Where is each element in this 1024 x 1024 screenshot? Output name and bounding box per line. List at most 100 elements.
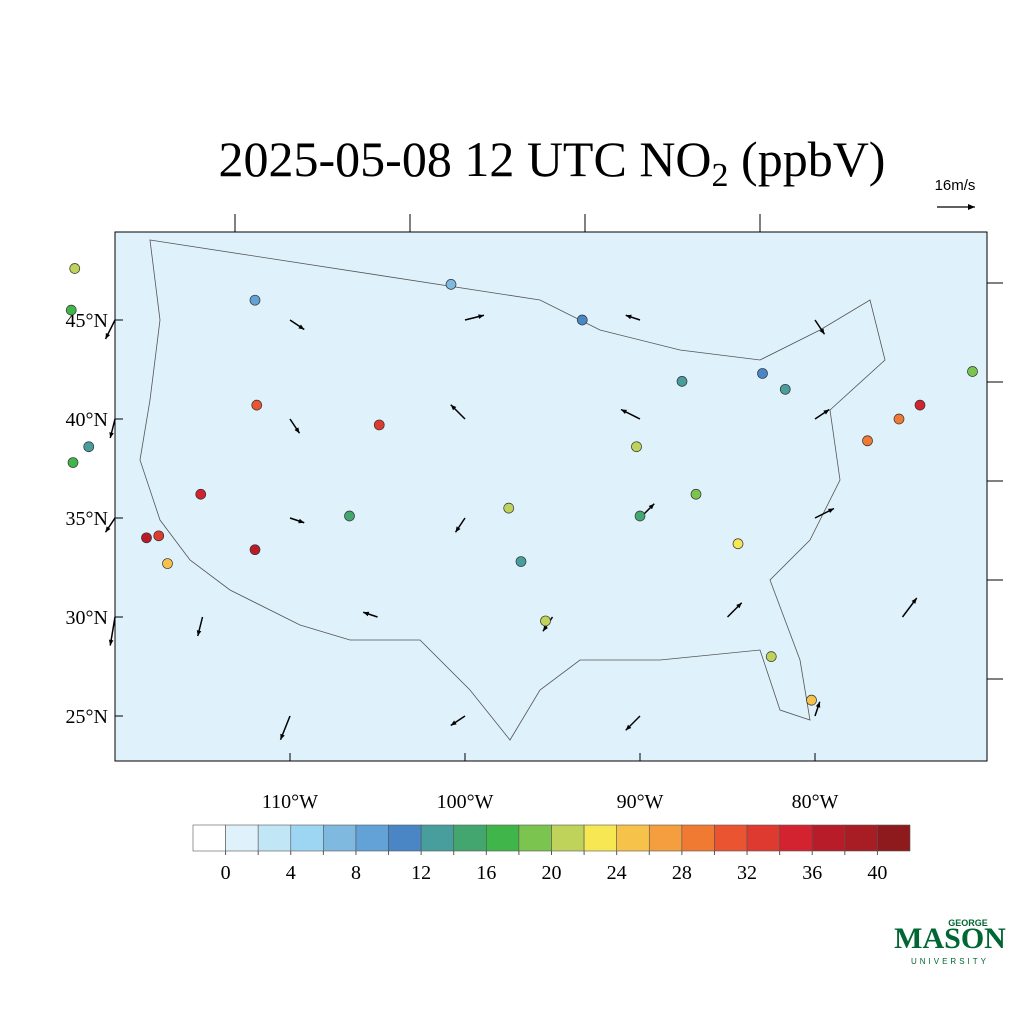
- station: [67, 457, 79, 468]
- station: [806, 694, 817, 706]
- wind-arrow-head: [294, 427, 300, 434]
- title-subscript: 2: [712, 157, 729, 194]
- station: [141, 532, 152, 544]
- title: 2025-05-08 12 UTC NO2 (ppbV): [219, 131, 886, 194]
- wind-arrow-head: [828, 508, 834, 514]
- wind-arrow-head: [815, 701, 821, 708]
- station: [162, 558, 173, 569]
- station: [576, 314, 588, 326]
- wind-arrow-head: [108, 639, 114, 646]
- title-main: 2025-05-08 12 UTC NO: [219, 131, 712, 187]
- wind-arrow-head: [625, 314, 632, 320]
- colorbar-box: [844, 824, 878, 852]
- colorbar-label: 32: [737, 862, 757, 884]
- station: [153, 530, 165, 542]
- wind-arrow-head: [621, 409, 627, 415]
- station: [195, 488, 207, 500]
- colorbar-box: [877, 824, 911, 852]
- colorbar-label: 20: [542, 862, 562, 884]
- colorbar-label: 12: [411, 862, 431, 884]
- station: [893, 413, 905, 425]
- wind-arrow-head: [280, 733, 285, 740]
- lon-label: 90°W: [617, 791, 664, 813]
- lat-label: 30°N: [66, 607, 108, 629]
- station: [251, 399, 263, 411]
- wind-arrow-head: [196, 630, 202, 636]
- lat-label: 35°N: [66, 508, 108, 530]
- colorbar-box: [746, 824, 780, 852]
- colorbar-label: 16: [476, 862, 496, 884]
- station: [503, 502, 515, 514]
- wind-arrow-head: [450, 404, 457, 411]
- station: [515, 556, 527, 567]
- wind-reference-head: [968, 204, 975, 210]
- station: [540, 615, 551, 627]
- wind-arrow-head: [911, 598, 917, 604]
- station: [914, 399, 926, 411]
- colorbar-label: 4: [286, 862, 296, 884]
- lat-label: 40°N: [66, 409, 108, 431]
- colorbar-box: [486, 824, 520, 852]
- colorbar-label: 0: [221, 862, 231, 884]
- colorbar-box: [616, 824, 650, 852]
- station: [732, 538, 744, 550]
- wind-arrow-head: [298, 518, 305, 524]
- station: [967, 366, 978, 377]
- wind-arrow-head: [648, 503, 655, 510]
- logo-mason: MASON: [894, 922, 1006, 955]
- station: [779, 383, 791, 395]
- lat-label: 45°N: [66, 310, 108, 332]
- station: [249, 544, 261, 556]
- colorbar-box: [355, 824, 389, 852]
- wind-arrow-head: [819, 328, 825, 335]
- station: [373, 419, 385, 431]
- colorbar-box: [714, 824, 748, 852]
- colorbar-box: [290, 824, 324, 852]
- lat-label: 25°N: [66, 706, 108, 728]
- station: [65, 304, 77, 316]
- station: [757, 368, 768, 379]
- colorbar-box: [551, 824, 585, 852]
- colorbar-label: 36: [802, 862, 822, 884]
- colorbar-box: [779, 824, 813, 852]
- wind-arrow-head: [298, 324, 305, 330]
- colorbar-label: 8: [351, 862, 361, 884]
- lon-label: 110°W: [262, 791, 318, 813]
- wind-arrow-head: [109, 432, 114, 438]
- wind-arrow-head: [625, 724, 632, 731]
- wind-arrow-head: [363, 611, 370, 617]
- lon-label: 100°W: [437, 791, 494, 813]
- colorbar-box: [648, 824, 683, 852]
- colorbar-label: 40: [867, 862, 887, 884]
- colorbar-box: [323, 824, 357, 852]
- station: [445, 279, 457, 290]
- wind-arrow-head: [823, 409, 830, 415]
- station: [249, 294, 261, 306]
- colorbar-box: [225, 824, 259, 852]
- logo-university: UNIVERSITY: [911, 957, 989, 966]
- colorbar-box: [420, 824, 455, 852]
- map-frame: [114, 231, 988, 762]
- station: [862, 435, 873, 447]
- colorbar-box: [518, 824, 552, 852]
- station: [690, 488, 702, 500]
- station: [69, 263, 81, 274]
- logo-george: GEORGE: [948, 918, 988, 928]
- station: [83, 441, 95, 453]
- colorbar-box: [453, 824, 487, 852]
- wind-arrow-head: [450, 720, 457, 726]
- colorbar-box: [583, 824, 617, 852]
- station: [631, 441, 642, 453]
- colorbar-box: [192, 824, 226, 852]
- wind-arrow-head: [543, 625, 549, 632]
- station: [634, 510, 646, 522]
- wind-reference-label: 16m/s: [935, 177, 976, 194]
- station: [765, 651, 777, 662]
- wind-arrow-head: [736, 602, 742, 609]
- colorbar-label: 24: [607, 862, 627, 884]
- wind-arrow-head: [478, 314, 484, 319]
- colorbar-box: [681, 824, 715, 852]
- station: [344, 510, 355, 522]
- title-end: (ppbV): [729, 131, 886, 187]
